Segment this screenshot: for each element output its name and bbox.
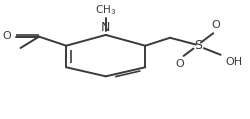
- Text: O: O: [210, 20, 219, 30]
- Text: N: N: [101, 21, 110, 34]
- Text: CH$_3$: CH$_3$: [95, 3, 116, 17]
- Text: OH: OH: [225, 57, 242, 67]
- Text: O: O: [2, 31, 11, 41]
- Text: O: O: [175, 59, 184, 69]
- Text: S: S: [194, 39, 202, 52]
